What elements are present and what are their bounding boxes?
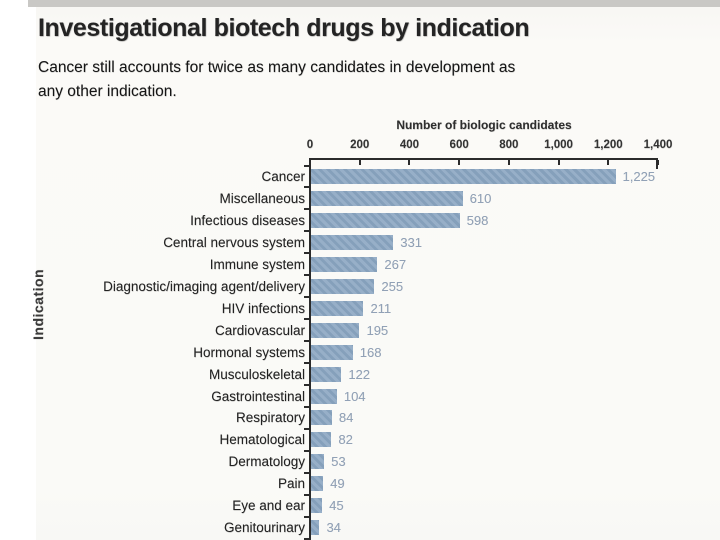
y-tick-mark — [304, 296, 309, 299]
paper-background — [36, 0, 720, 540]
y-tick-mark — [304, 427, 309, 430]
category-label: Cardiovascular — [214, 322, 305, 338]
value-label: 267 — [384, 256, 407, 272]
value-label: 168 — [359, 344, 382, 360]
value-label: 255 — [381, 278, 404, 294]
x-tick-mark — [408, 159, 411, 165]
bar — [311, 190, 463, 206]
bar — [311, 256, 378, 272]
y-tick-mark — [304, 208, 309, 211]
category-label: Hormonal systems — [193, 344, 305, 360]
category-label: Musculoskeletal — [208, 366, 305, 382]
category-label: Genitourinary — [223, 520, 305, 536]
bar — [311, 410, 332, 426]
x-tick-mark — [309, 159, 311, 165]
value-label: 122 — [348, 366, 371, 382]
subtitle-line-1: Cancer still accounts for twice as many … — [38, 59, 516, 76]
y-tick-mark — [304, 384, 309, 387]
y-tick-mark — [304, 405, 309, 408]
bar — [311, 498, 323, 514]
y-tick-mark — [304, 362, 309, 365]
chart-subtitle: Cancer still accounts for twice as many … — [38, 56, 515, 104]
subtitle-line-2: any other indication. — [38, 83, 177, 100]
y-tick-mark — [304, 471, 309, 474]
value-label: 598 — [466, 212, 489, 228]
bar — [311, 432, 332, 448]
category-label: Cancer — [261, 169, 305, 184]
category-label: Gastrointestinal — [211, 388, 305, 404]
y-tick-mark — [304, 537, 309, 540]
category-label: Pain — [277, 476, 305, 492]
value-label: 610 — [469, 190, 492, 206]
category-label: Miscellaneous — [219, 190, 305, 206]
y-tick-mark — [304, 252, 309, 255]
value-label: 195 — [366, 322, 389, 338]
y-axis-title: Indication — [30, 268, 46, 340]
y-tick-mark — [304, 515, 309, 518]
bar — [311, 476, 324, 492]
bar — [311, 300, 364, 316]
value-label: 53 — [331, 454, 346, 470]
value-label: 82 — [338, 432, 353, 448]
x-tick-label: 0 — [306, 139, 314, 151]
value-label: 34 — [326, 520, 341, 536]
category-label: Hematological — [219, 432, 305, 448]
y-tick-mark — [304, 164, 309, 167]
x-tick-mark — [607, 159, 610, 165]
x-axis-line — [310, 157, 658, 160]
x-tick-label: 1,000 — [544, 139, 573, 151]
x-tick-label: 200 — [350, 139, 370, 151]
value-label: 104 — [343, 388, 366, 404]
category-label: Diagnostic/imaging agent/delivery — [103, 278, 305, 294]
value-label: 84 — [338, 410, 354, 426]
category-label: Immune system — [209, 256, 305, 272]
bar — [311, 212, 460, 228]
scan-edge-strip — [28, 0, 720, 7]
x-tick-mark — [358, 159, 361, 165]
y-tick-mark — [304, 493, 309, 496]
bar — [311, 454, 325, 470]
x-tick-mark — [557, 159, 560, 165]
x-tick-label: 400 — [399, 139, 420, 151]
value-label: 211 — [370, 300, 392, 316]
y-tick-mark — [304, 449, 309, 452]
x-tick-label: 1,200 — [593, 139, 623, 151]
category-label: Dermatology — [228, 454, 305, 470]
value-label: 45 — [329, 498, 344, 514]
y-axis-line — [309, 157, 311, 540]
x-tick-mark — [657, 159, 659, 165]
bar — [311, 344, 353, 360]
bar — [311, 388, 337, 404]
bar — [311, 278, 375, 294]
y-tick-mark — [304, 274, 309, 277]
value-label: 1,225 — [622, 169, 656, 184]
category-label: Infectious diseases — [190, 212, 305, 228]
category-label: HIV infections — [221, 300, 305, 316]
bar — [311, 234, 394, 250]
bar — [311, 169, 616, 184]
y-tick-mark — [304, 318, 309, 321]
x-tick-label: 800 — [499, 139, 519, 151]
chart-title: Investigational biotech drugs by indicat… — [38, 14, 530, 42]
bar — [311, 366, 342, 382]
bar — [311, 520, 320, 536]
category-label: Respiratory — [235, 410, 305, 426]
category-label: Central nervous system — [163, 234, 305, 250]
y-tick-mark — [304, 340, 309, 343]
category-label: Eye and ear — [232, 498, 305, 514]
x-axis-title: Number of biologic candidates — [396, 118, 572, 132]
x-tick-label: 1,400 — [643, 139, 673, 151]
bar — [311, 322, 360, 338]
x-tick-mark — [458, 159, 461, 165]
value-label: 331 — [400, 234, 422, 250]
y-tick-mark — [304, 230, 309, 233]
x-tick-label: 600 — [449, 139, 469, 151]
x-tick-mark — [507, 159, 510, 165]
y-tick-mark — [304, 186, 309, 189]
value-label: 49 — [330, 476, 345, 492]
